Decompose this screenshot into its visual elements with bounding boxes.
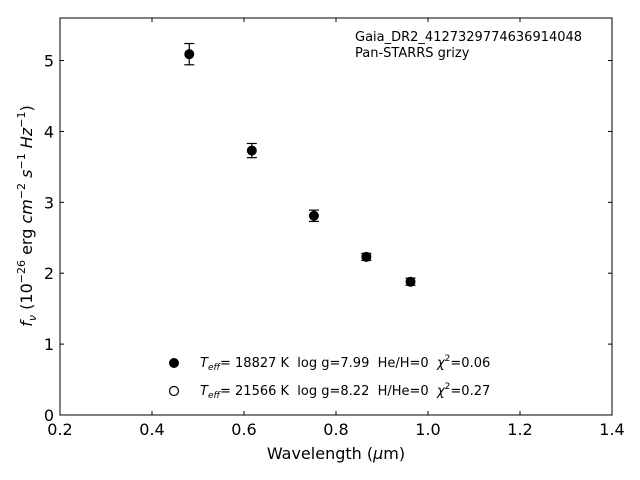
x-tick-label: 1.0 (415, 420, 440, 439)
annotation-line-1: Gaia_DR2_4127329774636914048 (355, 30, 582, 45)
legend-marker-filled (169, 358, 179, 368)
annotation: Gaia_DR2_4127329774636914048 Pan-STARRS … (355, 30, 582, 61)
data-point (308, 210, 319, 221)
y-axis-label: fν (10−26 erg cm−2 s−1 Hz−1) (15, 105, 39, 326)
y-tick-label: 3 (44, 193, 54, 212)
y-tick-label: 5 (44, 52, 54, 71)
legend-marker-open (168, 385, 180, 397)
x-tick-label: 0.6 (231, 420, 256, 439)
data-point (361, 251, 372, 262)
x-axis-label: Wavelength (μm) (267, 444, 405, 463)
data-point (405, 276, 416, 287)
axis-ticks: 0.2 0.4 0.6 0.8 1.0 1.2 1.4 0 1 2 3 4 5 (44, 18, 625, 439)
legend-entry-1: Teff= 18827 K log g=7.99 He/H=0 χ2=0.06 (200, 354, 490, 373)
data-point (184, 49, 195, 60)
data-point (246, 145, 257, 156)
x-tick-label: 1.4 (599, 420, 624, 439)
data-marks (184, 42, 416, 287)
y-tick-label: 0 (44, 406, 54, 425)
y-tick-label: 4 (44, 122, 54, 141)
y-tick-label: 2 (44, 264, 54, 283)
legend-entry-2: Teff= 21566 K log g=8.22 H/He=0 χ2=0.27 (200, 382, 490, 401)
annotation-line-2: Pan-STARRS grizy (355, 46, 470, 61)
legend: Teff= 18827 K log g=7.99 He/H=0 χ2=0.06 … (168, 354, 490, 401)
x-tick-label: 1.2 (507, 420, 532, 439)
y-tick-label: 1 (44, 335, 54, 354)
x-tick-label: 0.4 (139, 420, 164, 439)
x-tick-label: 0.2 (47, 420, 72, 439)
x-tick-label: 0.8 (323, 420, 348, 439)
